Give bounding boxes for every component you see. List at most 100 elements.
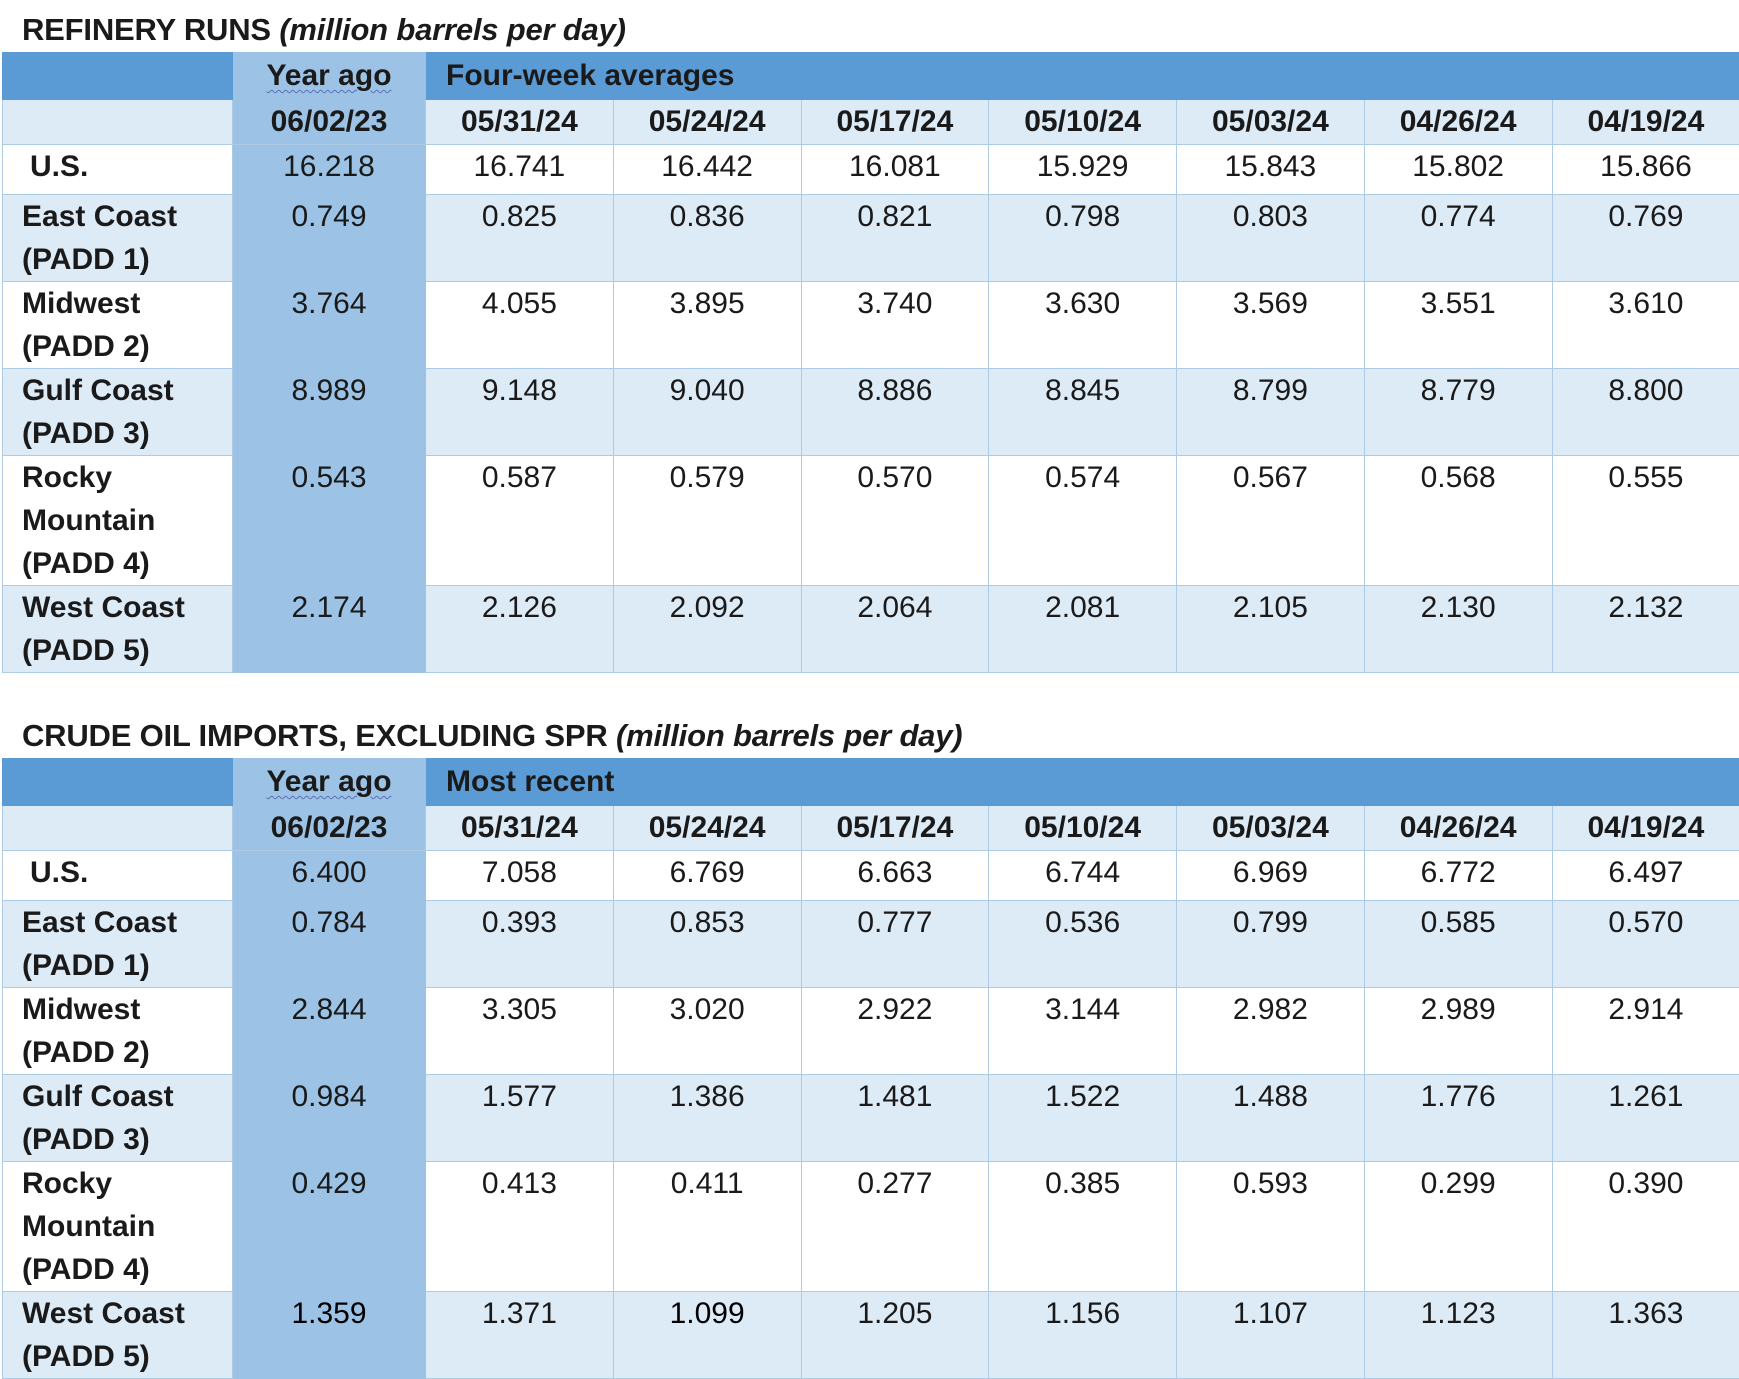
table-row: Rocky Mountain (PADD 4) 0.543 0.587 0.57… (3, 456, 1739, 586)
refinery-runs-table: Year ago Four-week averages 06/02/23 05/… (2, 52, 1739, 673)
row-label: U.S. (3, 851, 233, 901)
year-ago-header: Year ago (233, 759, 426, 806)
value-cell: 1.205 (801, 1292, 989, 1379)
value-cell: 1.522 (989, 1075, 1177, 1162)
date-header: 04/26/24 (1364, 100, 1552, 145)
value-cell: 1.577 (426, 1075, 614, 1162)
row-label: East Coast (PADD 1) (3, 195, 233, 282)
value-cell: 3.630 (989, 282, 1177, 369)
value-cell: 8.799 (1177, 369, 1365, 456)
value-cell: 9.148 (426, 369, 614, 456)
value-cell: 1.123 (1364, 1292, 1552, 1379)
value-cell: 0.574 (989, 456, 1177, 586)
value-cell: 2.982 (1177, 988, 1365, 1075)
table-row: U.S. 6.400 7.058 6.769 6.663 6.744 6.969… (3, 851, 1739, 901)
row-label: Gulf Coast (PADD 3) (3, 369, 233, 456)
value-cell: 0.536 (989, 901, 1177, 988)
header-blank-cell (3, 100, 233, 145)
value-cell: 2.132 (1552, 586, 1739, 673)
value-cell: 0.836 (613, 195, 801, 282)
value-cell: 1.363 (1552, 1292, 1739, 1379)
crude-imports-title: CRUDE OIL IMPORTS, EXCLUDING SPR (millio… (2, 714, 1737, 758)
date-header: 05/31/24 (426, 100, 614, 145)
value-cell: 1.776 (1364, 1075, 1552, 1162)
value-cell: 16.081 (801, 145, 989, 195)
value-cell: 3.551 (1364, 282, 1552, 369)
row-label: West Coast (PADD 5) (3, 1292, 233, 1379)
value-cell: 6.400 (233, 851, 426, 901)
table-row: Midwest (PADD 2) 2.844 3.305 3.020 2.922… (3, 988, 1739, 1075)
value-cell: 2.844 (233, 988, 426, 1075)
value-cell: 0.593 (1177, 1162, 1365, 1292)
value-cell: 0.579 (613, 456, 801, 586)
date-header: 05/03/24 (1177, 100, 1365, 145)
row-label: West Coast (PADD 5) (3, 586, 233, 673)
imports-title-text: CRUDE OIL IMPORTS, EXCLUDING SPR (22, 718, 608, 753)
date-header: 05/17/24 (801, 806, 989, 851)
value-cell: 2.989 (1364, 988, 1552, 1075)
value-cell: 0.799 (1177, 901, 1365, 988)
value-cell: 2.914 (1552, 988, 1739, 1075)
value-cell: 15.929 (989, 145, 1177, 195)
value-cell: 8.989 (233, 369, 426, 456)
date-header: 06/02/23 (233, 100, 426, 145)
value-cell: 8.779 (1364, 369, 1552, 456)
value-cell: 0.385 (989, 1162, 1177, 1292)
most-recent-header: Most recent (426, 759, 1739, 806)
row-label: U.S. (3, 145, 233, 195)
value-cell: 0.413 (426, 1162, 614, 1292)
crude-imports-table: Year ago Most recent 06/02/23 05/31/24 0… (2, 758, 1739, 1379)
value-cell: 3.610 (1552, 282, 1739, 369)
refinery-title-text: REFINERY RUNS (22, 12, 271, 47)
value-cell: 7.058 (426, 851, 614, 901)
value-cell: 0.585 (1364, 901, 1552, 988)
value-cell: 3.569 (1177, 282, 1365, 369)
value-cell: 0.853 (613, 901, 801, 988)
value-cell: 15.802 (1364, 145, 1552, 195)
value-cell: 16.741 (426, 145, 614, 195)
value-cell: 1.481 (801, 1075, 989, 1162)
header-blank-cell (3, 806, 233, 851)
row-label: Rocky Mountain (PADD 4) (3, 1162, 233, 1292)
table-row: Gulf Coast (PADD 3) 8.989 9.148 9.040 8.… (3, 369, 1739, 456)
value-cell: 15.843 (1177, 145, 1365, 195)
table-date-header: 06/02/23 05/31/24 05/24/24 05/17/24 05/1… (3, 806, 1739, 851)
value-cell: 2.092 (613, 586, 801, 673)
date-header: 05/24/24 (613, 806, 801, 851)
value-cell: 8.886 (801, 369, 989, 456)
value-cell: 0.784 (233, 901, 426, 988)
value-cell: 3.895 (613, 282, 801, 369)
date-header: 05/24/24 (613, 100, 801, 145)
value-cell: 0.570 (801, 456, 989, 586)
value-cell: 1.488 (1177, 1075, 1365, 1162)
date-header: 06/02/23 (233, 806, 426, 851)
date-header: 05/10/24 (989, 806, 1177, 851)
table-row: Midwest (PADD 2) 3.764 4.055 3.895 3.740… (3, 282, 1739, 369)
table-row: Gulf Coast (PADD 3) 0.984 1.577 1.386 1.… (3, 1075, 1739, 1162)
value-cell: 0.984 (233, 1075, 426, 1162)
value-cell: 0.299 (1364, 1162, 1552, 1292)
value-cell: 6.663 (801, 851, 989, 901)
table-date-header: 06/02/23 05/31/24 05/24/24 05/17/24 05/1… (3, 100, 1739, 145)
date-header: 04/19/24 (1552, 100, 1739, 145)
date-header: 04/19/24 (1552, 806, 1739, 851)
value-cell: 6.769 (613, 851, 801, 901)
value-cell: 1.371 (426, 1292, 614, 1379)
date-header: 05/03/24 (1177, 806, 1365, 851)
value-cell: 0.777 (801, 901, 989, 988)
value-cell: 4.055 (426, 282, 614, 369)
value-cell: 1.261 (1552, 1075, 1739, 1162)
date-header: 04/26/24 (1364, 806, 1552, 851)
row-label: East Coast (PADD 1) (3, 901, 233, 988)
table-row: East Coast (PADD 1) 0.784 0.393 0.853 0.… (3, 901, 1739, 988)
value-cell: 9.040 (613, 369, 801, 456)
value-cell: 16.218 (233, 145, 426, 195)
value-cell: 3.305 (426, 988, 614, 1075)
value-cell: 0.769 (1552, 195, 1739, 282)
value-cell: 0.798 (989, 195, 1177, 282)
four-week-averages-header: Four-week averages (426, 53, 1739, 100)
value-cell: 2.105 (1177, 586, 1365, 673)
header-blank-cell (3, 53, 233, 100)
value-cell: 3.740 (801, 282, 989, 369)
table-group-header: Year ago Four-week averages (3, 53, 1739, 100)
